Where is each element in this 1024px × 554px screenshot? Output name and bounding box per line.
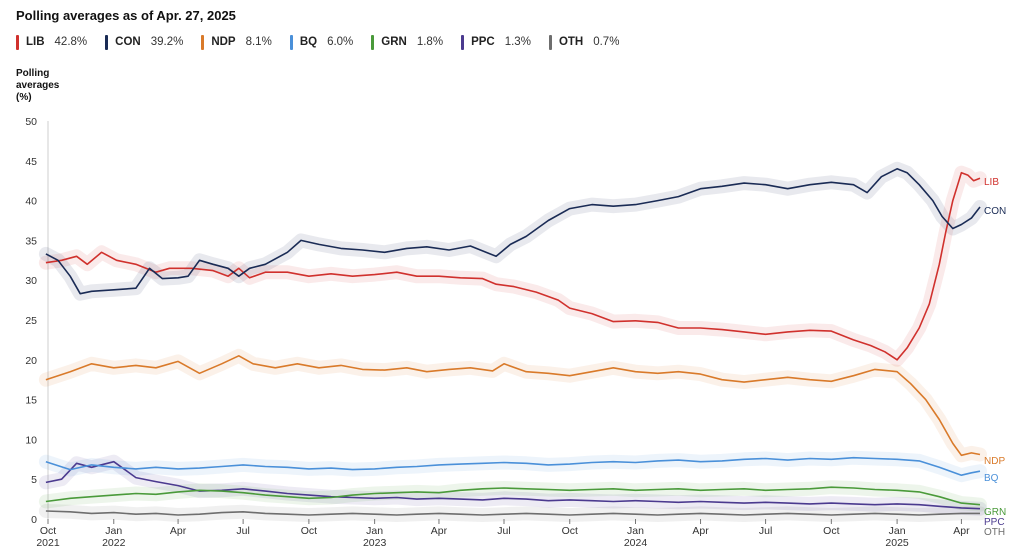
legend-swatch [289,34,293,50]
x-tick-label: Oct [40,525,56,537]
legend-value: 1.3% [504,36,531,48]
legend-swatch [461,34,465,50]
legend: LIB 42.8% CON 39.2% NDP 8.1% BQ 6.0% GRN… [16,33,637,51]
y-tick-label: 40 [25,196,37,208]
legend-swatch [201,34,205,50]
series-line-ppc [45,460,981,510]
legend-item-lib[interactable]: LIB 42.8% [16,34,88,50]
series-line-con [45,168,981,295]
series-band-ndp [38,348,987,463]
series-line-lib [45,171,981,361]
end-label-grn: GRN [984,507,1006,518]
legend-code: GRN [381,36,407,48]
y-tick-label: 15 [25,395,37,407]
x-tick-year: 2024 [624,537,648,549]
x-tick-label: Jan [105,525,122,537]
series-band-con [38,161,987,301]
chart-title: Polling averages as of Apr. 27, 2025 [16,8,236,23]
x-tick-year: 2025 [885,537,909,549]
end-label-ndp: NDP [984,456,1005,467]
y-tick-label: 45 [25,156,37,168]
legend-value: 8.1% [245,36,272,48]
legend-swatch [548,34,552,50]
x-tick-label: Jul [759,525,772,537]
legend-swatch [371,34,375,50]
legend-code: CON [115,36,141,48]
legend-code: NDP [211,36,236,48]
series-line-oth [45,510,980,516]
x-tick-label: Oct [301,525,317,537]
legend-code: BQ [299,36,318,48]
y-tick-label: 35 [25,235,37,247]
x-tick-label: Oct [823,525,839,537]
legend-code: LIB [26,36,45,48]
y-axis-label: Polling averages (%) [16,68,59,104]
legend-value: 39.2% [150,36,184,48]
legend-swatch [16,34,19,50]
x-tick-label: Jul [236,525,249,537]
end-label-lib: LIB [984,177,999,188]
end-label-con: CON [984,206,1006,217]
legend-item-ppc[interactable]: PPC 1.3% [461,34,531,50]
series-line-ndp [45,354,981,457]
series-band-bq [38,450,987,483]
y-tick-label: 20 [25,355,37,367]
legend-swatch [105,34,109,50]
series-line-bq [45,456,981,477]
legend-code: OTH [558,36,584,48]
y-tick-label: 25 [25,315,37,327]
end-label-ppc: PPC [984,517,1005,528]
y-tick-label: 10 [25,434,37,446]
end-label-oth: OTH [984,527,1005,538]
x-tick-year: 2021 [36,537,60,549]
legend-item-ndp[interactable]: NDP 8.1% [201,34,272,50]
x-tick-label: Jan [366,525,383,537]
x-tick-label: Apr [170,525,187,537]
y-axis-label-line: averages [16,80,60,91]
y-tick-label: 50 [25,116,37,128]
legend-value: 6.0% [327,36,354,48]
legend-item-bq[interactable]: BQ 6.0% [289,34,354,50]
legend-value: 1.8% [416,36,444,48]
series-line-grn [45,486,981,506]
y-axis-label-line: (%) [16,92,32,103]
legend-value: 42.8% [54,36,88,48]
x-tick-label: Apr [953,525,970,537]
y-tick-label: 0 [31,514,37,526]
x-tick-label: Apr [692,525,709,537]
x-tick-label: Jan [627,525,644,537]
legend-item-oth[interactable]: OTH 0.7% [548,34,620,50]
legend-code: PPC [471,36,495,48]
x-tick-year: 2022 [102,537,126,549]
x-tick-year: 2023 [363,537,387,549]
x-tick-label: Jul [497,525,510,537]
legend-value: 0.7% [593,36,620,48]
end-label-bq: BQ [984,473,999,484]
x-tick-label: Apr [431,525,448,537]
y-axis-label-line: Polling [16,68,50,79]
y-tick-label: 5 [31,474,37,486]
series-band-lib [38,165,987,367]
x-tick-label: Oct [562,525,578,537]
y-tick-label: 30 [25,275,37,287]
x-tick-label: Jan [889,525,906,537]
legend-item-con[interactable]: CON 39.2% [105,34,184,50]
legend-item-grn[interactable]: GRN 1.8% [371,34,444,50]
